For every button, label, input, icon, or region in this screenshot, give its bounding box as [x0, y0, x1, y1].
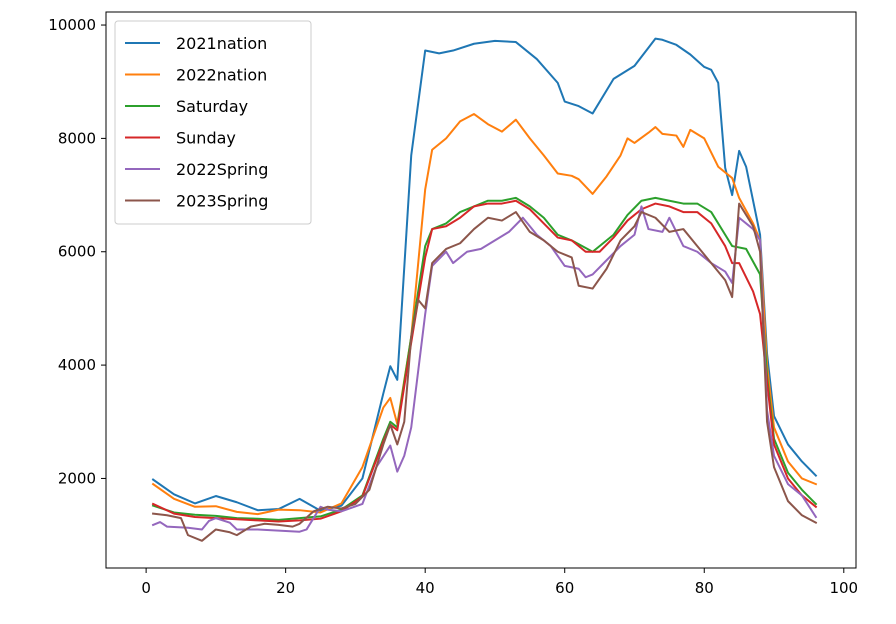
legend-label: 2021nation	[176, 34, 267, 53]
legend-label: 2022Spring	[176, 160, 268, 179]
x-tick-label: 100	[829, 579, 858, 597]
series-line-0	[151, 37, 818, 512]
y-tick-label: 4000	[58, 356, 96, 374]
legend-label: 2023Spring	[176, 192, 268, 211]
legend-label: 2022nation	[176, 66, 267, 85]
x-tick-label: 60	[555, 579, 574, 597]
y-tick-label: 10000	[48, 16, 96, 34]
x-axis: 0 20 40 60 80 100	[141, 568, 858, 597]
x-tick-label: 80	[695, 579, 714, 597]
series-line-5	[151, 202, 818, 542]
legend-box	[114, 20, 312, 225]
x-tick-label: 20	[276, 579, 295, 597]
legend-label: Sunday	[176, 129, 236, 148]
y-tick-label: 2000	[58, 469, 96, 487]
x-tick-label: 0	[141, 579, 151, 597]
legend-label: Saturday	[176, 97, 248, 116]
y-axis: 2000 4000 6000 8000 10000	[48, 16, 106, 487]
series-lines	[151, 37, 818, 542]
y-tick-label: 6000	[58, 243, 96, 261]
legend: 2021nation 2022nation Saturday Sunday 2022Sp…	[114, 20, 312, 225]
series-line-4	[151, 205, 818, 533]
x-tick-label: 40	[416, 579, 435, 597]
plot-frame	[105, 11, 857, 569]
y-tick-label: 8000	[58, 129, 96, 147]
